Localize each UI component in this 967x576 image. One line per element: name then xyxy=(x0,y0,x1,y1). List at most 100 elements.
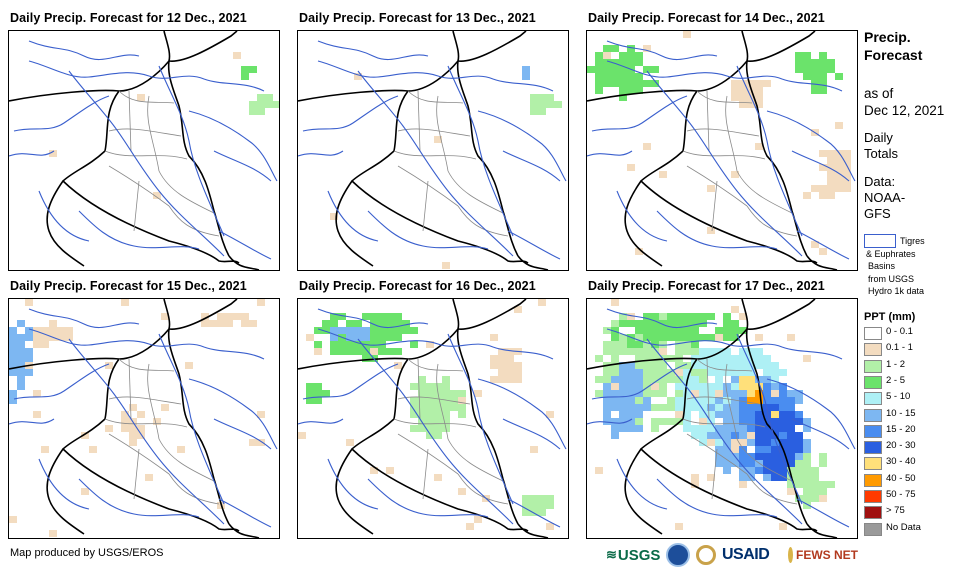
precip-cell xyxy=(699,432,707,439)
precip-cell xyxy=(546,411,554,418)
legend-label: > 75 xyxy=(886,505,905,517)
precip-cell xyxy=(25,348,33,355)
precip-cell xyxy=(699,411,707,418)
river-line xyxy=(367,478,489,518)
precip-cell xyxy=(9,369,17,376)
precip-cell xyxy=(827,164,835,171)
precip-cell xyxy=(739,376,747,383)
precip-cell xyxy=(611,348,619,355)
legend-swatch xyxy=(864,473,882,487)
precip-cell xyxy=(338,327,346,334)
river-line xyxy=(158,333,225,505)
precip-cell xyxy=(819,150,827,157)
precip-cell xyxy=(619,320,627,327)
precip-cell xyxy=(362,334,370,341)
legend-swatch xyxy=(864,490,882,503)
precip-cell xyxy=(9,334,17,341)
precip-cell xyxy=(33,327,41,334)
precip-cell xyxy=(249,439,257,446)
precip-cell xyxy=(330,341,338,348)
precip-cell xyxy=(739,446,747,453)
river-line xyxy=(357,70,514,257)
precip-cell xyxy=(659,320,667,327)
precip-cell xyxy=(795,460,803,467)
precip-cell xyxy=(619,73,627,80)
jordan-border xyxy=(46,448,85,535)
precip-cell xyxy=(442,390,450,397)
precip-cell xyxy=(835,178,843,185)
river-line xyxy=(13,363,110,400)
precip-cell xyxy=(643,80,651,87)
precip-cell xyxy=(691,383,699,390)
precip-cell xyxy=(426,397,434,404)
river-line xyxy=(357,338,514,525)
turkey-iran-border xyxy=(457,299,527,330)
precip-cell xyxy=(779,467,787,474)
precip-cell xyxy=(667,397,675,404)
admin-line xyxy=(147,95,160,172)
usaid-logo: USAID xyxy=(722,542,786,568)
precip-cell xyxy=(651,327,659,334)
precip-cell xyxy=(691,313,699,320)
precip-cell xyxy=(298,432,306,439)
precip-cell xyxy=(418,383,426,390)
precip-cell xyxy=(394,334,402,341)
precip-cell xyxy=(595,59,603,66)
precip-cell xyxy=(603,341,611,348)
precip-cell xyxy=(627,87,635,94)
precip-cell xyxy=(17,376,25,383)
precip-cell xyxy=(121,299,129,306)
precip-cell xyxy=(611,425,619,432)
kuwait-border xyxy=(228,255,260,270)
precip-cells xyxy=(587,31,851,255)
precip-cell xyxy=(675,369,683,376)
precip-cell xyxy=(691,425,699,432)
river-line xyxy=(218,230,272,260)
precip-cell xyxy=(603,390,611,397)
precip-cell xyxy=(25,369,33,376)
precip-cell xyxy=(378,348,386,355)
precip-cell xyxy=(651,425,659,432)
precip-cell xyxy=(763,369,771,376)
precip-cell xyxy=(723,397,731,404)
data-line: Data: xyxy=(864,174,896,189)
precip-cell xyxy=(442,262,450,269)
precip-cell xyxy=(763,355,771,362)
precip-cell xyxy=(675,383,683,390)
admin-line xyxy=(686,165,748,207)
precip-cell xyxy=(675,362,683,369)
precip-cell xyxy=(755,446,763,453)
river-line xyxy=(68,338,225,525)
precip-cell xyxy=(442,418,450,425)
river-line xyxy=(656,210,778,250)
precip-cell xyxy=(667,320,675,327)
precip-cell xyxy=(699,404,707,411)
precip-cell xyxy=(410,383,418,390)
precip-cell xyxy=(691,397,699,404)
precip-cell xyxy=(635,87,643,94)
precip-cell xyxy=(635,369,643,376)
precip-cell xyxy=(330,348,338,355)
precip-cell xyxy=(715,397,723,404)
precip-cell xyxy=(49,327,57,334)
precip-cell xyxy=(643,355,651,362)
basin-label: Basins xyxy=(868,261,896,271)
river-line xyxy=(507,230,561,260)
precip-cell xyxy=(346,348,354,355)
precip-cell xyxy=(145,474,153,481)
precip-cell xyxy=(779,404,787,411)
precip-cell xyxy=(65,327,73,334)
precip-cell xyxy=(595,467,603,474)
precip-cell xyxy=(474,516,482,523)
precip-cell xyxy=(490,376,498,383)
precip-cell xyxy=(57,327,65,334)
precip-cell xyxy=(699,313,707,320)
precip-cell xyxy=(9,397,17,404)
data-line: GFS xyxy=(864,206,891,221)
precip-cell xyxy=(819,248,827,255)
river-line xyxy=(477,378,567,450)
precip-cell xyxy=(771,439,779,446)
precip-cell xyxy=(627,362,635,369)
precip-cell xyxy=(426,425,434,432)
turkey-border xyxy=(298,299,460,370)
